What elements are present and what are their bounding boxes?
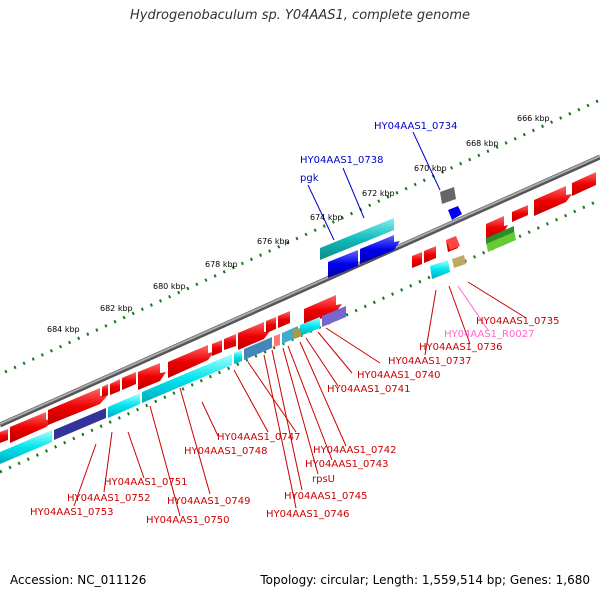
gene-feature bbox=[108, 393, 140, 418]
genome-summary-text: Topology: circular; Length: 1,559,514 bp… bbox=[260, 573, 590, 587]
gene-feature bbox=[328, 250, 358, 278]
gene-label: HY04AAS1_0738 bbox=[300, 155, 383, 166]
gene-feature bbox=[10, 412, 56, 443]
gene-label: HY04AAS1_0740 bbox=[357, 370, 440, 381]
gene-feature bbox=[234, 350, 242, 364]
scale-labels: 666 kbp 668 kbp 670 kbp 672 kbp 674 kbp … bbox=[47, 114, 550, 334]
scale-label: 678 kbp bbox=[205, 260, 238, 269]
gene-feature bbox=[138, 363, 166, 390]
gene-label: HY04AAS1_0742 bbox=[313, 445, 396, 456]
gene-label: HY04AAS1_0751 bbox=[104, 477, 187, 488]
gene-label: HY04AAS1_R0027 bbox=[444, 329, 534, 340]
scale-label: 672 kbp bbox=[362, 189, 395, 198]
gene-feature bbox=[322, 306, 346, 327]
gene-feature bbox=[448, 206, 462, 220]
upper-gene-labels: HY04AAS1_0734 HY04AAS1_0738 pgk bbox=[300, 121, 457, 184]
lower-gene-labels: HY04AAS1_0735 HY04AAS1_R0027 HY04AAS1_07… bbox=[30, 316, 559, 526]
gene-label: rpsU bbox=[312, 474, 335, 485]
gene-label: pgk bbox=[300, 173, 319, 184]
gene-feature bbox=[452, 255, 466, 268]
gene-feature bbox=[48, 388, 108, 425]
gene-feature bbox=[360, 235, 400, 264]
scale-label: 684 kbp bbox=[47, 325, 80, 334]
gene-feature bbox=[266, 317, 276, 333]
gene-feature bbox=[238, 322, 270, 350]
gene-label: HY04AAS1_0749 bbox=[167, 496, 250, 507]
scale-label: 666 kbp bbox=[517, 114, 550, 123]
gene-label: HY04AAS1_0741 bbox=[327, 384, 410, 395]
gene-label: HY04AAS1_0737 bbox=[388, 356, 471, 367]
reverse-strand-genes bbox=[0, 226, 516, 464]
gene-feature bbox=[424, 246, 436, 263]
scale-label: 670 kbp bbox=[414, 164, 447, 173]
gene-feature bbox=[54, 408, 106, 440]
gene-label: HY04AAS1_0747 bbox=[217, 432, 300, 443]
gene-feature bbox=[486, 230, 516, 252]
gene-feature bbox=[486, 226, 514, 244]
map-title: Hydrogenobaculum sp. Y04AAS1, complete g… bbox=[129, 8, 471, 23]
gene-label: HY04AAS1_0743 bbox=[305, 459, 388, 470]
gene-feature bbox=[304, 295, 342, 326]
gene-label: HY04AAS1_0736 bbox=[419, 342, 502, 353]
scale-label: 682 kbp bbox=[100, 304, 133, 313]
gene-feature bbox=[300, 317, 320, 336]
accession-text: Accession: NC_011126 bbox=[10, 573, 147, 587]
gene-feature bbox=[0, 430, 52, 464]
gene-feature bbox=[212, 340, 222, 356]
gene-label: HY04AAS1_0745 bbox=[284, 491, 367, 502]
scale-label: 680 kbp bbox=[153, 282, 186, 291]
gene-feature bbox=[430, 260, 450, 279]
upper-features bbox=[320, 187, 462, 278]
gene-feature bbox=[512, 205, 528, 222]
gene-feature bbox=[110, 379, 120, 395]
gene-label: HY04AAS1_0750 bbox=[146, 515, 229, 526]
gene-feature bbox=[122, 372, 136, 390]
gene-feature bbox=[534, 186, 572, 216]
gene-feature bbox=[572, 172, 596, 196]
gene-feature bbox=[102, 384, 108, 397]
scale-label: 676 kbp bbox=[257, 237, 290, 246]
gene-feature bbox=[244, 337, 272, 360]
gene-feature bbox=[0, 429, 8, 443]
gene-label: HY04AAS1_0735 bbox=[476, 316, 559, 327]
gene-label: HY04AAS1_0746 bbox=[266, 509, 349, 520]
gene-feature bbox=[412, 252, 422, 268]
scale-label: 668 kbp bbox=[466, 139, 499, 148]
callout-lines bbox=[73, 131, 527, 517]
gene-label: HY04AAS1_0734 bbox=[374, 121, 457, 132]
gene-label: HY04AAS1_0752 bbox=[67, 493, 150, 504]
gene-feature bbox=[274, 334, 280, 347]
gene-label: HY04AAS1_0748 bbox=[184, 446, 267, 457]
gene-feature bbox=[446, 236, 460, 250]
genome-backbone bbox=[0, 154, 600, 428]
gene-feature bbox=[486, 216, 508, 240]
gene-label: HY04AAS1_0753 bbox=[30, 507, 113, 518]
forward-strand-genes bbox=[0, 172, 596, 443]
gene-feature bbox=[142, 354, 232, 403]
gene-feature bbox=[224, 334, 236, 350]
gene-feature bbox=[292, 328, 302, 339]
gene-feature bbox=[440, 187, 456, 204]
gene-feature bbox=[278, 311, 290, 328]
gene-feature bbox=[168, 345, 214, 378]
gene-feature bbox=[320, 218, 394, 260]
scale-label: 674 kbp bbox=[310, 213, 343, 222]
